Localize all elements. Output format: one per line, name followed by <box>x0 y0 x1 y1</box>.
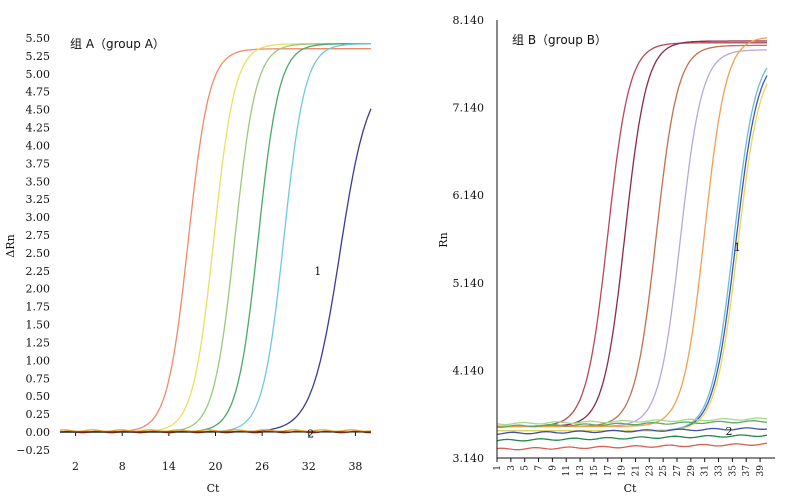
panel-a-series-1-line <box>60 48 371 433</box>
panel-a-series-3-line <box>60 43 371 433</box>
panel-a-y-tick-label: 2.50 <box>26 247 51 260</box>
panel-a-series-6-line <box>60 108 372 433</box>
panel-a-y-tick-label: 5.50 <box>26 32 51 45</box>
panel-a-annotation-2: 2 <box>307 427 314 440</box>
panel-a: 组 A（group A） 5.50 5.25 5.00 4.75 4.50 4.25 4.0… <box>4 32 372 495</box>
panel-b-series-3-line <box>497 44 767 428</box>
panel-b-series-1-line <box>496 42 767 428</box>
panel-a-curves <box>59 43 372 434</box>
panel-a-y-tick-label: 3.75 <box>26 157 51 170</box>
panel-b-annotations: 12 <box>725 241 740 438</box>
panel-a-y-tick-label: 1.50 <box>26 319 51 332</box>
panel-b-x-tick-label: 9 <box>548 465 558 471</box>
panel-a-y-tick-label: 1.75 <box>26 301 51 314</box>
panel-b-y-label: Rn <box>437 232 450 247</box>
panel-b-x-tick-label: 7 <box>535 465 545 471</box>
panel-a-y-tick-label: 5.00 <box>26 68 51 81</box>
panel-a-y-label: ΔRn <box>4 234 17 257</box>
panel-b-x-tick-label: 33 <box>715 465 725 477</box>
panel-a-y-tick-label: 0.75 <box>26 372 51 385</box>
panel-a-y-tick-label: 3.25 <box>26 193 51 206</box>
panel-b-y-tick-label: 5.140 <box>453 277 485 290</box>
panel-b-x-tick-label: 17 <box>604 465 614 477</box>
panel-a-annotation-1: 1 <box>314 265 321 278</box>
panel-b-x-tick-label: 37 <box>742 465 752 477</box>
panel-b-series-10-line <box>496 420 768 428</box>
panel-a-series-5-line <box>60 43 371 433</box>
panel-a-y-tick-label: 4.75 <box>26 86 51 99</box>
panel-b-x-tick-label: 11 <box>562 465 572 476</box>
panel-b-series-11-line <box>496 427 768 435</box>
panel-b-y-tick-label: 7.140 <box>453 102 485 115</box>
panel-b-series-12-line <box>496 434 768 442</box>
panel-b-x-tick-label: 27 <box>673 465 683 477</box>
panel-b-x-tick-label: 19 <box>618 465 628 477</box>
panel-b-x-tick-label: 13 <box>576 465 586 477</box>
panel-b-x-label: Ct <box>624 482 637 495</box>
panel-b-series-2-line <box>497 40 767 428</box>
panel-b-series-4-line <box>497 49 767 428</box>
panel-a-y-tick-label: 2.75 <box>26 229 51 242</box>
panel-b-x-tick-label: 23 <box>645 465 655 477</box>
panel-a-x-tick-label: 2 <box>72 460 79 473</box>
panel-b-series-8-line <box>497 83 768 432</box>
panel-b-annotation-2: 2 <box>725 425 732 438</box>
panel-a-x-tick-label: 38 <box>348 460 362 473</box>
panel-b-x-tick-label: 5 <box>521 465 531 471</box>
panel-b-y-tick-label: 3.140 <box>453 452 485 465</box>
panel-b-annotation-1: 1 <box>734 241 741 254</box>
panel-a-y-tick-label: 4.50 <box>26 104 51 117</box>
panel-a-y-tick-label: 1.25 <box>26 336 51 349</box>
panel-b-x-tick-label: 1 <box>493 465 503 471</box>
panel-b-x-tick-label: 15 <box>590 465 600 477</box>
panel-a-y-tick-label: 4.25 <box>26 122 51 135</box>
panel-b-series-5-line <box>497 37 768 428</box>
panel-b-x-tick-label: 29 <box>687 465 697 477</box>
panel-a-y-tick-label: 3.00 <box>26 211 51 224</box>
panel-a-y-tick-label: 0.25 <box>26 408 51 421</box>
panel-b-x-tick-label: 35 <box>728 465 738 477</box>
panel-b: 组 B（group B） 8.140 7.140 6.140 5.140 4.140 3.… <box>437 14 775 495</box>
panel-a-y-tick-label: 5.25 <box>26 50 51 63</box>
panel-b-x-tick-label: 31 <box>701 465 711 476</box>
panel-a-y-tick-label: −0.25 <box>16 444 50 457</box>
panel-a-y-tick-label: 0.50 <box>26 390 51 403</box>
panel-a-annotations: 12 <box>307 265 321 441</box>
panel-b-x-tick-label: 25 <box>659 465 669 477</box>
panel-a-series-2-line <box>60 43 371 433</box>
panel-a-x-tick-label: 26 <box>255 460 269 473</box>
panel-a-title: 组 A（group A） <box>70 37 165 51</box>
panel-b-title: 组 B（group B） <box>512 33 607 47</box>
panel-a-y-tick-label: 1.00 <box>26 354 51 367</box>
panel-b-y-tick-label: 6.140 <box>453 189 485 202</box>
panel-a-x-ticks: 2 8 14 20 26 32 38 <box>72 432 362 473</box>
panel-b-series-6-line <box>497 75 768 432</box>
panel-a-series-8-line <box>59 429 372 432</box>
panel-a-y-tick-label: 4.00 <box>26 139 51 152</box>
panel-a-series-4-line <box>60 43 371 433</box>
panel-a-x-tick-label: 32 <box>302 460 316 473</box>
panel-a-y-tick-label: 2.25 <box>26 265 51 278</box>
panel-b-series-9-line <box>496 417 768 426</box>
panel-b-curves <box>496 37 768 451</box>
panel-b-y-tick-label: 4.140 <box>453 364 485 377</box>
panel-a-x-tick-label: 8 <box>119 460 126 473</box>
panel-b-y-ticks: 8.140 7.140 6.140 5.140 4.140 3.140 <box>453 14 485 465</box>
panel-b-x-tick-label: 39 <box>756 465 766 477</box>
panel-a-y-tick-label: 2.00 <box>26 283 51 296</box>
panel-b-series-13-line <box>496 442 768 451</box>
panel-a-y-tick-label: 0.00 <box>26 426 51 439</box>
panel-a-x-label: Ct <box>207 482 220 495</box>
panel-b-x-tick-label: 21 <box>631 465 641 476</box>
panel-a-x-tick-label: 20 <box>209 460 223 473</box>
panel-a-y-ticks: 5.50 5.25 5.00 4.75 4.50 4.25 4.00 3.75 3.50 3.25… <box>16 32 50 457</box>
panel-b-x-ticks: 1 3 5 7 9 11 13 15 17 19 21 23 25 27 29 31 33 35 37 39 <box>493 458 766 476</box>
panel-b-y-tick-label: 8.140 <box>453 14 485 27</box>
panel-b-x-tick-label: 3 <box>507 465 517 471</box>
panel-b-series-7-line <box>497 67 768 432</box>
panel-a-x-tick-label: 14 <box>162 460 176 473</box>
panel-a-y-tick-label: 3.50 <box>26 175 51 188</box>
